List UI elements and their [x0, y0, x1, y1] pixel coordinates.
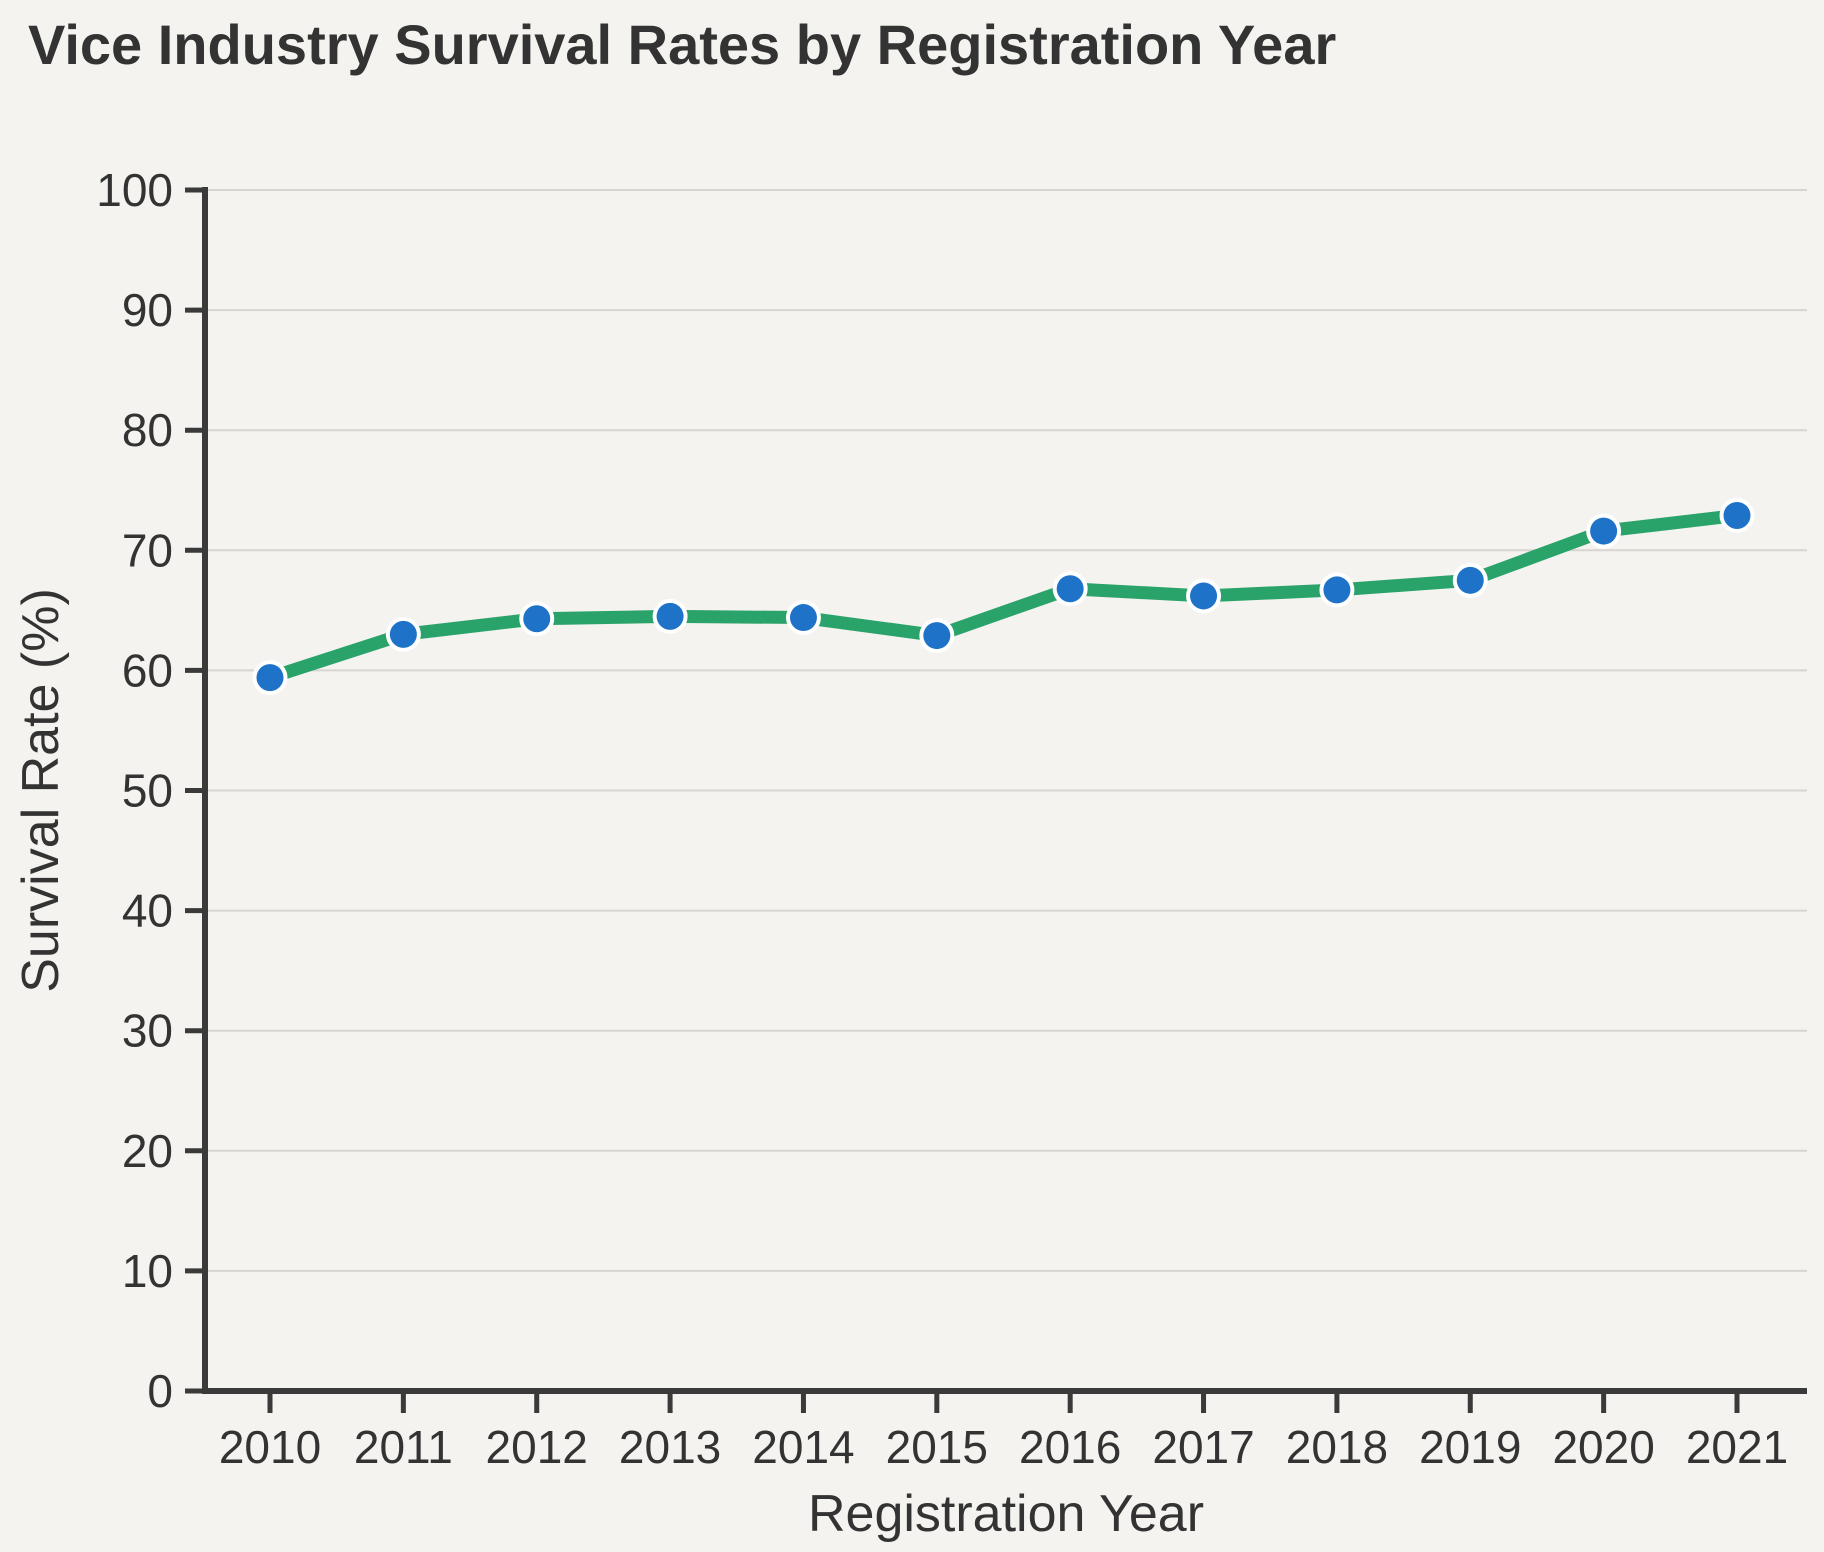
y-tick-label: 70	[122, 524, 173, 576]
x-tick-label: 2015	[886, 1421, 988, 1473]
x-tick-label: 2018	[1286, 1421, 1388, 1473]
x-tick-label: 2011	[354, 1421, 453, 1473]
data-point	[523, 605, 551, 633]
data-point	[1723, 501, 1751, 529]
data-point	[389, 620, 417, 648]
y-axis-title: Survival Rate (%)	[12, 588, 70, 993]
y-tick-label: 10	[122, 1245, 173, 1297]
data-point	[1456, 566, 1484, 594]
x-tick-label: 2014	[752, 1421, 854, 1473]
y-tick-label: 50	[122, 765, 173, 817]
x-tick-label: 2010	[219, 1421, 321, 1473]
x-tick-label: 2016	[1019, 1421, 1121, 1473]
y-tick-label: 100	[96, 164, 173, 216]
data-point	[1190, 582, 1218, 610]
survival-rate-line	[263, 508, 1744, 685]
y-tick-label: 0	[147, 1365, 173, 1417]
x-tick-label: 2020	[1552, 1421, 1654, 1473]
data-point	[256, 664, 284, 692]
y-tick-label: 60	[122, 644, 173, 696]
chart-title: Vice Industry Survival Rates by Registra…	[28, 13, 1337, 76]
x-tick-label: 2012	[486, 1421, 588, 1473]
data-point	[1590, 517, 1618, 545]
y-tick-label: 80	[122, 404, 173, 456]
x-tick-label: 2021	[1686, 1421, 1788, 1473]
data-point	[923, 622, 951, 650]
data-point	[1056, 575, 1084, 603]
x-tick-label: 2017	[1152, 1421, 1254, 1473]
data-point	[1323, 576, 1351, 604]
data-point	[789, 604, 817, 632]
x-tick-label: 2013	[619, 1421, 721, 1473]
y-tick-label: 90	[122, 284, 173, 336]
y-tick-label: 30	[122, 1005, 173, 1057]
y-tick-label: 20	[122, 1125, 173, 1177]
y-tick-label: 40	[122, 885, 173, 937]
x-axis-title: Registration Year	[808, 1485, 1204, 1543]
x-tick-label: 2019	[1419, 1421, 1521, 1473]
data-point	[656, 602, 684, 630]
